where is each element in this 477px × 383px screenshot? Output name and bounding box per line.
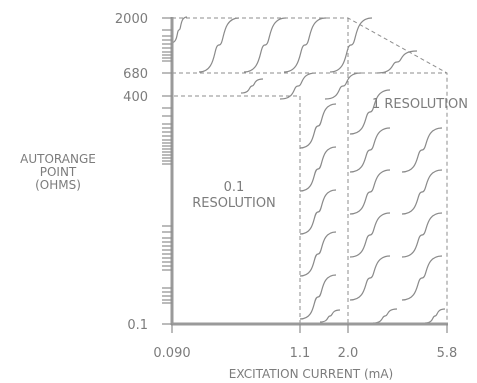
autorange-curve	[349, 127, 391, 173]
x-tick-labels: 0.090 1.1 2.0 5.8	[153, 346, 457, 361]
y-tick-label: 400	[123, 90, 148, 105]
autorange-curve	[329, 17, 373, 73]
autorange-curve	[240, 78, 264, 94]
x-tick-label: 2.0	[338, 346, 359, 361]
y-axis-label-line-3: (OHMS)	[35, 178, 81, 192]
autorange-curve	[319, 309, 341, 323]
region-label-low-line-2: RESOLUTION	[192, 196, 276, 211]
region-outline	[171, 17, 448, 324]
autorange-curve	[279, 72, 317, 100]
autorange-curves	[170, 16, 446, 324]
autorange-curve	[349, 255, 391, 301]
autorange-curve	[401, 169, 443, 215]
autorange-curve	[299, 274, 337, 320]
autorange-curve	[401, 212, 443, 258]
x-tick-label: 0.090	[153, 346, 190, 361]
autorange-curve	[349, 169, 391, 215]
y-minor-ticks	[162, 29, 172, 304]
autorange-curve	[299, 189, 337, 235]
x-axis-label: EXCITATION CURRENT (mA)	[229, 367, 393, 381]
autorange-curve	[349, 212, 391, 258]
autorange-curve	[299, 103, 337, 149]
autorange-curve	[198, 17, 240, 73]
autorange-curve	[299, 231, 337, 277]
x-tick-label: 1.1	[290, 346, 311, 361]
axes	[162, 17, 448, 333]
autorange-curve	[401, 255, 443, 301]
y-axis-label-line-2: POINT	[40, 165, 77, 179]
autorange-curve	[372, 308, 398, 324]
y-tick-label: 2000	[115, 12, 148, 27]
autorange-curve	[401, 127, 443, 173]
region-label-low-line-1: 0.1	[224, 180, 245, 195]
autorange-curve	[424, 308, 446, 324]
y-tick-labels: 2000 680 400 0.1	[115, 12, 148, 333]
y-axis-label-line-1: AUTORANGE	[20, 152, 96, 166]
y-tick-label: 0.1	[127, 318, 148, 333]
autorange-curve	[349, 89, 391, 135]
region-label-high: 1 RESOLUTION	[372, 97, 468, 112]
autorange-curve	[299, 146, 337, 192]
autorange-curve	[324, 72, 362, 100]
autorange-curve	[170, 16, 188, 44]
region-boundaries	[171, 17, 448, 324]
y-tick-label: 680	[123, 67, 148, 82]
autorange-curve	[283, 17, 327, 73]
autorange-curve	[376, 50, 418, 74]
autorange-curve	[243, 17, 287, 73]
x-tick-label: 5.8	[437, 346, 458, 361]
